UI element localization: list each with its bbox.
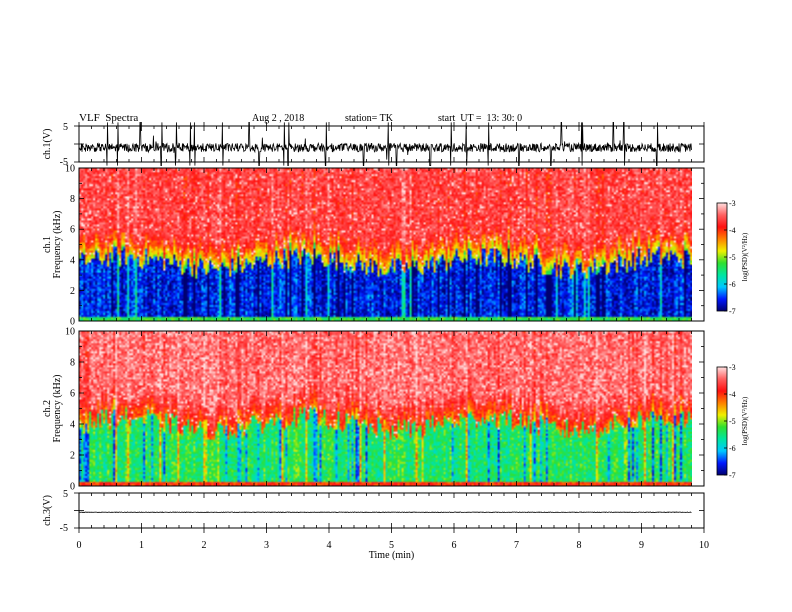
x-tick-label: 3: [264, 540, 269, 551]
colorbar-tick-label: -7: [729, 307, 736, 316]
x-tick-label: 4: [327, 540, 332, 551]
colorbar-tick-label: -4: [729, 390, 736, 399]
date-label: Aug 2 , 2018: [252, 113, 305, 124]
y-axis-label: Frequency (kHz): [52, 374, 63, 442]
chart-title: VLF Spectra: [79, 112, 139, 124]
y-tick-label: 10: [65, 327, 75, 338]
y-tick-label: 2: [70, 451, 75, 462]
y-axis-label: ch.3(V): [42, 495, 53, 526]
y-tick-label: 4: [70, 255, 75, 266]
x-tick-label: 0: [77, 540, 82, 551]
colorbar-tick-label: -3: [729, 199, 736, 208]
ch2-spectrogram-image: [79, 331, 692, 486]
ch3-waveform-trace: [79, 511, 692, 514]
colorbar-tick-label: -5: [729, 253, 736, 262]
colorbar-tick-label: -3: [729, 363, 736, 372]
y-tick-label: -5: [60, 523, 68, 534]
colorbar: [717, 367, 727, 475]
ch1-waveform-trace: [79, 122, 692, 166]
colorbar-label: log(PSD)(V²/Hz): [741, 232, 749, 281]
colorbar-tick-label: -4: [729, 226, 736, 235]
x-tick-label: 9: [639, 540, 644, 551]
ch1-spectrogram-image: [79, 168, 692, 321]
y-tick-label: 0: [70, 317, 75, 328]
colorbar-tick-label: -6: [729, 444, 736, 453]
y-axis-label: ch.1(V): [42, 129, 53, 160]
x-tick-label: 2: [202, 540, 207, 551]
x-tick-label: 7: [514, 540, 519, 551]
station-label: station= TK: [345, 113, 393, 124]
colorbar: [717, 203, 727, 311]
x-tick-label: 1: [139, 540, 144, 551]
y-tick-label: 5: [63, 122, 68, 133]
x-tick-label: 5: [389, 540, 394, 551]
colorbar-tick-label: -7: [729, 471, 736, 480]
x-tick-label: 8: [577, 540, 582, 551]
y-tick-label: 8: [70, 194, 75, 205]
y-tick-label: 8: [70, 358, 75, 369]
x-tick-label: 10: [699, 540, 709, 551]
y-axis-label: ch.1: [42, 236, 53, 253]
colorbar-tick-label: -5: [729, 417, 736, 426]
panel-frame-4: [78, 492, 705, 529]
y-tick-label: 4: [70, 420, 75, 431]
y-tick-label: 6: [70, 225, 75, 236]
y-tick-label: 10: [65, 164, 75, 175]
y-tick-label: 6: [70, 389, 75, 400]
start-time-label: start UT = 13: 30: 0: [438, 113, 523, 124]
x-axis-label: Time (min): [369, 550, 414, 561]
y-axis-label: Frequency (kHz): [52, 210, 63, 278]
y-tick-label: 0: [70, 482, 75, 493]
y-tick-label: 2: [70, 286, 75, 297]
y-tick-label: -5: [60, 157, 68, 168]
colorbar-tick-label: -6: [729, 280, 736, 289]
y-tick-label: 5: [63, 489, 68, 500]
colorbar-label: log(PSD)(V²/Hz): [741, 396, 749, 445]
y-axis-label: ch.2: [42, 400, 53, 417]
x-tick-label: 6: [452, 540, 457, 551]
